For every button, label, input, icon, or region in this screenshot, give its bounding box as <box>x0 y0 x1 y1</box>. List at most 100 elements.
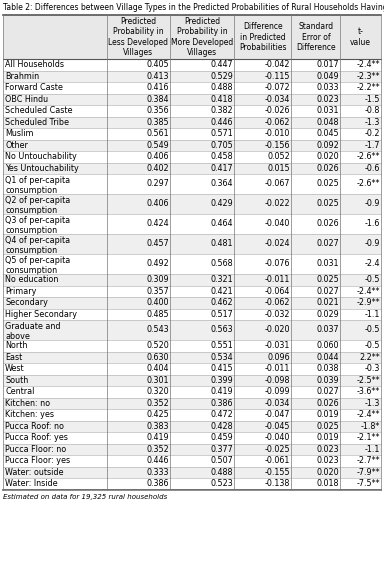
Text: -1.3: -1.3 <box>365 118 380 127</box>
Text: -2.4**: -2.4** <box>356 60 380 69</box>
Text: -0.025: -0.025 <box>265 445 290 454</box>
Text: 0.543: 0.543 <box>146 326 169 335</box>
Text: 0.416: 0.416 <box>147 83 169 92</box>
Text: -1.5: -1.5 <box>364 95 380 104</box>
Text: Brahmin: Brahmin <box>5 72 39 81</box>
Text: -0.138: -0.138 <box>265 479 290 488</box>
Text: 0.705: 0.705 <box>210 141 233 150</box>
Text: -0.6: -0.6 <box>365 164 380 173</box>
Text: 0.039: 0.039 <box>317 376 339 384</box>
Text: 0.386: 0.386 <box>211 399 233 408</box>
Text: Water: outside: Water: outside <box>5 468 63 477</box>
Text: -0.155: -0.155 <box>265 468 290 477</box>
Text: 0.447: 0.447 <box>211 60 233 69</box>
Text: 0.485: 0.485 <box>146 310 169 319</box>
Text: -2.4**: -2.4** <box>356 287 380 296</box>
Text: -1.8*: -1.8* <box>361 421 380 431</box>
Text: Table 2: Differences between Village Types in the Predicted Probabilities of Rur: Table 2: Differences between Village Typ… <box>3 4 384 12</box>
Text: -0.032: -0.032 <box>265 310 290 319</box>
Text: -2.1**: -2.1** <box>356 433 380 442</box>
Text: 0.417: 0.417 <box>211 164 233 173</box>
Bar <box>3 352 381 363</box>
Text: -0.076: -0.076 <box>265 259 290 268</box>
Text: 0.038: 0.038 <box>317 365 339 373</box>
Text: -2.2**: -2.2** <box>356 83 380 92</box>
Text: 0.045: 0.045 <box>317 129 339 139</box>
Text: -2.6**: -2.6** <box>356 152 380 161</box>
Text: -0.024: -0.024 <box>265 239 290 248</box>
Text: -2.9**: -2.9** <box>356 298 380 307</box>
Text: 0.320: 0.320 <box>146 387 169 396</box>
Text: -0.045: -0.045 <box>265 421 290 431</box>
Text: -0.156: -0.156 <box>265 141 290 150</box>
Text: -0.099: -0.099 <box>265 387 290 396</box>
Text: 0.446: 0.446 <box>147 456 169 465</box>
Text: 0.333: 0.333 <box>147 468 169 477</box>
Text: 0.382: 0.382 <box>211 106 233 115</box>
Text: 0.413: 0.413 <box>147 72 169 81</box>
Text: 0.446: 0.446 <box>211 118 233 127</box>
Text: 0.405: 0.405 <box>146 60 169 69</box>
Text: 0.309: 0.309 <box>146 275 169 284</box>
Bar <box>3 15 381 59</box>
Text: -0.115: -0.115 <box>265 72 290 81</box>
Text: 0.428: 0.428 <box>211 421 233 431</box>
Text: South: South <box>5 376 28 384</box>
Text: 2.2**: 2.2** <box>359 353 380 362</box>
Text: 0.464: 0.464 <box>211 220 233 228</box>
Text: 0.301: 0.301 <box>147 376 169 384</box>
Text: -0.062: -0.062 <box>265 298 290 307</box>
Text: 0.026: 0.026 <box>317 220 339 228</box>
Bar <box>3 140 381 151</box>
Text: 0.534: 0.534 <box>211 353 233 362</box>
Text: -0.020: -0.020 <box>265 326 290 335</box>
Text: -0.040: -0.040 <box>265 220 290 228</box>
Bar <box>3 375 381 386</box>
Text: Q1 of per-capita
consumption: Q1 of per-capita consumption <box>5 176 70 195</box>
Text: -0.5: -0.5 <box>364 341 380 350</box>
Text: 0.015: 0.015 <box>268 164 290 173</box>
Text: 0.459: 0.459 <box>210 433 233 442</box>
Text: 0.383: 0.383 <box>147 421 169 431</box>
Text: -0.5: -0.5 <box>364 326 380 335</box>
Text: 0.357: 0.357 <box>146 287 169 296</box>
Text: -0.072: -0.072 <box>265 83 290 92</box>
Text: OBC Hindu: OBC Hindu <box>5 95 48 104</box>
Text: 0.421: 0.421 <box>211 287 233 296</box>
Text: 0.507: 0.507 <box>210 456 233 465</box>
Text: 0.060: 0.060 <box>317 341 339 350</box>
Text: East: East <box>5 353 22 362</box>
Text: -0.034: -0.034 <box>265 399 290 408</box>
Text: -0.098: -0.098 <box>265 376 290 384</box>
Text: -1.1: -1.1 <box>365 310 380 319</box>
Text: -0.040: -0.040 <box>265 433 290 442</box>
Text: 0.352: 0.352 <box>146 399 169 408</box>
Text: -0.026: -0.026 <box>265 106 290 115</box>
Text: 0.462: 0.462 <box>211 298 233 307</box>
Bar <box>3 234 381 254</box>
Text: t-
value: t- value <box>350 28 371 47</box>
Text: 0.561: 0.561 <box>146 129 169 139</box>
Text: 0.549: 0.549 <box>146 141 169 150</box>
Text: 0.404: 0.404 <box>147 365 169 373</box>
Text: -0.011: -0.011 <box>265 275 290 284</box>
Text: 0.096: 0.096 <box>268 353 290 362</box>
Text: -2.5**: -2.5** <box>356 376 380 384</box>
Text: 0.020: 0.020 <box>317 152 339 161</box>
Text: 0.031: 0.031 <box>317 259 339 268</box>
Text: 0.481: 0.481 <box>211 239 233 248</box>
Text: 0.492: 0.492 <box>146 259 169 268</box>
Text: -0.067: -0.067 <box>265 180 290 188</box>
Text: Yes Untouchability: Yes Untouchability <box>5 164 79 173</box>
Text: 0.023: 0.023 <box>317 445 339 454</box>
Text: 0.402: 0.402 <box>146 164 169 173</box>
Text: 0.429: 0.429 <box>210 200 233 208</box>
Text: 0.458: 0.458 <box>211 152 233 161</box>
Text: Graduate and
above: Graduate and above <box>5 322 61 342</box>
Text: Q3 of per-capita
consumption: Q3 of per-capita consumption <box>5 216 70 235</box>
Text: Primary: Primary <box>5 287 36 296</box>
Text: -0.034: -0.034 <box>265 95 290 104</box>
Text: 0.025: 0.025 <box>316 180 339 188</box>
Text: 0.400: 0.400 <box>147 298 169 307</box>
Bar <box>3 93 381 105</box>
